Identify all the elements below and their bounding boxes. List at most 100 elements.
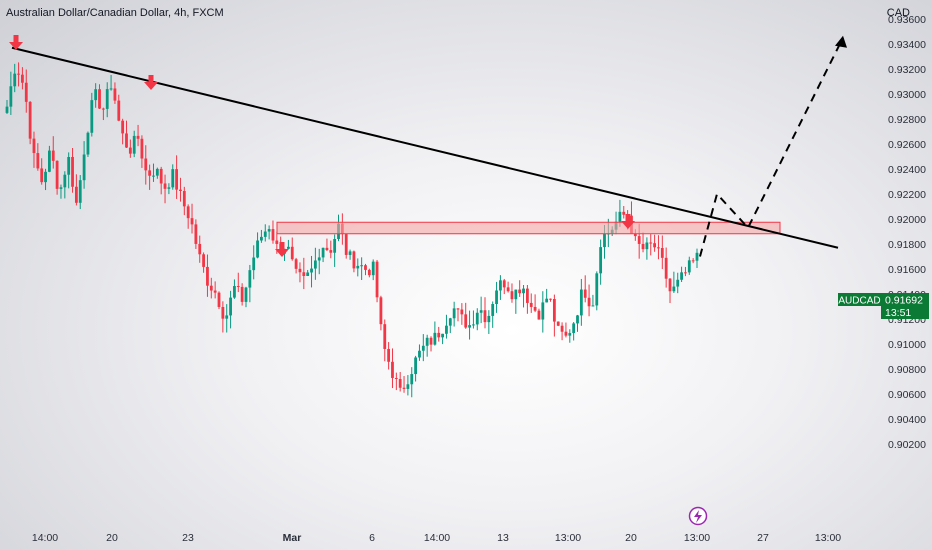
candle-body (221, 306, 225, 319)
candle-body (487, 315, 491, 323)
candle-body (182, 190, 186, 207)
candle-body (398, 378, 402, 388)
candle-body (313, 260, 317, 269)
candle-body (418, 350, 421, 358)
price-tick-label: 0.90200 (888, 439, 926, 451)
candle-body (641, 243, 645, 250)
candle-body (391, 361, 394, 378)
candle-body (576, 315, 579, 324)
time-tick-label: Mar (283, 532, 302, 544)
candle-body (105, 89, 109, 109)
candle-body (649, 242, 653, 244)
last-price-badge (881, 293, 929, 319)
arrow-down-icon (621, 214, 635, 229)
candle-body (445, 325, 448, 334)
candle-body (695, 252, 699, 261)
candle-body (290, 246, 294, 260)
candle-body (383, 324, 387, 349)
projection-path[interactable] (699, 37, 844, 257)
candle-body (672, 286, 676, 292)
candle-body (267, 229, 271, 232)
candle-body (533, 306, 537, 311)
candle-body (155, 168, 159, 176)
candle-body (40, 168, 44, 183)
candle-body (13, 73, 17, 87)
candle-body (371, 261, 375, 276)
price-tick-label: 0.92000 (888, 214, 926, 226)
candle-body (59, 187, 63, 189)
symbol-badge (838, 293, 881, 306)
candle-body (94, 89, 98, 101)
candle-body (86, 132, 90, 155)
candle-body (344, 234, 348, 255)
candle-body (90, 100, 94, 133)
candle-body (402, 387, 406, 389)
candle-body (9, 86, 13, 107)
candle-body (325, 247, 329, 251)
candle-body (125, 133, 128, 148)
candle-body (198, 243, 202, 255)
candle-body (306, 272, 310, 276)
candle-body (687, 260, 691, 273)
candle-body (236, 286, 240, 288)
chart-title: Australian Dollar/Canadian Dollar, 4h, F… (6, 7, 224, 19)
candle-body (225, 315, 229, 319)
candle-body (433, 332, 437, 345)
candle-body (317, 257, 321, 261)
candle-body (194, 224, 198, 244)
candle-body (128, 147, 132, 154)
candle-body (294, 259, 298, 269)
candle-body (171, 169, 175, 188)
price-tick-label: 0.92200 (888, 189, 926, 201)
candle-body (121, 120, 125, 134)
candle-body (109, 88, 113, 90)
candle-body (510, 291, 514, 300)
candle-body (175, 169, 179, 190)
candle-body (24, 82, 28, 102)
axis-unit-label: CAD (886, 7, 910, 19)
trendline[interactable] (11, 46, 839, 249)
candle-body (333, 238, 337, 253)
candle-body (321, 247, 325, 258)
candle-body (240, 286, 244, 302)
candle-body (252, 257, 256, 271)
candle-body (410, 374, 414, 385)
candle-body (63, 174, 67, 188)
resistance-zone[interactable] (276, 221, 781, 235)
candle-body (152, 175, 155, 177)
candle-body (618, 211, 622, 222)
candle-body (364, 265, 367, 270)
lightning-icon[interactable] (688, 506, 708, 526)
candle-body (653, 243, 656, 248)
time-tick-label: 27 (757, 532, 769, 544)
candle-body (17, 73, 20, 75)
candle-body (680, 272, 683, 280)
countdown-label: 13:51 (885, 307, 911, 319)
candle-body (348, 251, 352, 255)
time-tick-label: 13 (497, 532, 509, 544)
candle-body (329, 250, 333, 253)
candle-body (394, 377, 398, 379)
candle-body (545, 298, 549, 303)
candle-body (179, 189, 182, 191)
candle-body (387, 348, 391, 362)
time-axis: 14:00 20 23 Mar 6 14:00 13 13:00 20 13:00 27 13:00 (32, 532, 841, 544)
candle-body (464, 314, 468, 328)
arrow-down-icon (144, 75, 158, 90)
candle-body (213, 290, 217, 293)
candle-body (525, 288, 529, 303)
candle-body (101, 108, 105, 110)
candle-body (202, 254, 205, 267)
candle-body (657, 247, 660, 249)
candle-body (429, 337, 433, 345)
candle-body (522, 288, 525, 294)
candle-body (495, 290, 498, 305)
arrow-head (9, 42, 23, 50)
candle-body (472, 324, 475, 326)
candle-body (159, 168, 163, 184)
candle-body (591, 305, 595, 307)
candle-body (684, 272, 687, 274)
price-tick-label: 0.91800 (888, 239, 926, 251)
